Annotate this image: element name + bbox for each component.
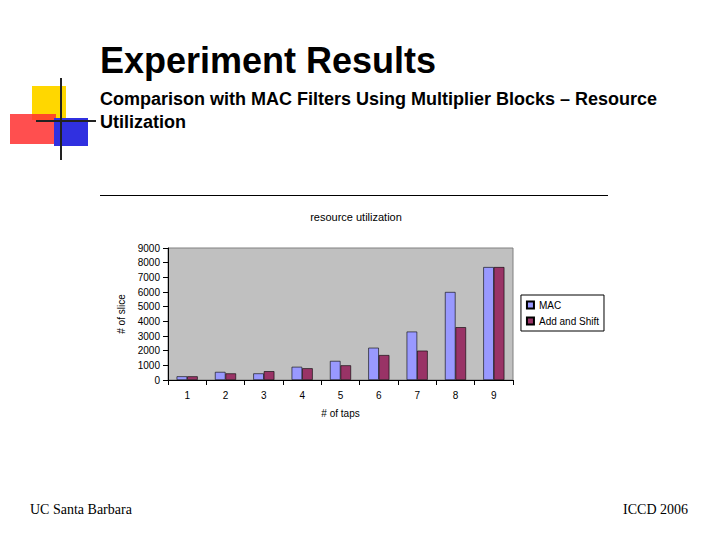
svg-text:Add and Shift: Add and Shift: [539, 316, 599, 327]
svg-text:MAC: MAC: [539, 300, 561, 311]
svg-text:9: 9: [491, 390, 497, 401]
svg-text:5: 5: [338, 390, 344, 401]
svg-text:1000: 1000: [138, 360, 161, 371]
html-text:Experiment Results: Experiment Results: [100, 40, 437, 81]
svg-text:4000: 4000: [138, 316, 161, 327]
html-text:ICCD 2006: ICCD 2006: [623, 502, 688, 517]
svg-text:1: 1: [184, 390, 190, 401]
svg-text:3: 3: [261, 390, 267, 401]
svg-text:7000: 7000: [138, 272, 161, 283]
svg-text:8: 8: [453, 390, 459, 401]
svg-text:0: 0: [154, 375, 160, 386]
svg-text:resource utilization: resource utilization: [310, 211, 402, 223]
svg-text:9000: 9000: [138, 243, 161, 254]
svg-text:7: 7: [414, 390, 420, 401]
svg-text:# of slice: # of slice: [116, 294, 127, 334]
svg-text:# of taps: # of taps: [321, 408, 359, 419]
svg-text:2000: 2000: [138, 345, 161, 356]
svg-text:6: 6: [376, 390, 382, 401]
svg-text:3000: 3000: [138, 331, 161, 342]
svg-text:2: 2: [223, 390, 229, 401]
html-text:UC Santa Barbara: UC Santa Barbara: [30, 502, 132, 517]
svg-text:5000: 5000: [138, 301, 161, 312]
html-text:Comparison with MAC Filters Us: Comparison with MAC Filters Using Multip…: [100, 89, 658, 132]
svg-text:4: 4: [299, 390, 305, 401]
svg-text:8000: 8000: [138, 257, 161, 268]
svg-text:6000: 6000: [138, 287, 161, 298]
